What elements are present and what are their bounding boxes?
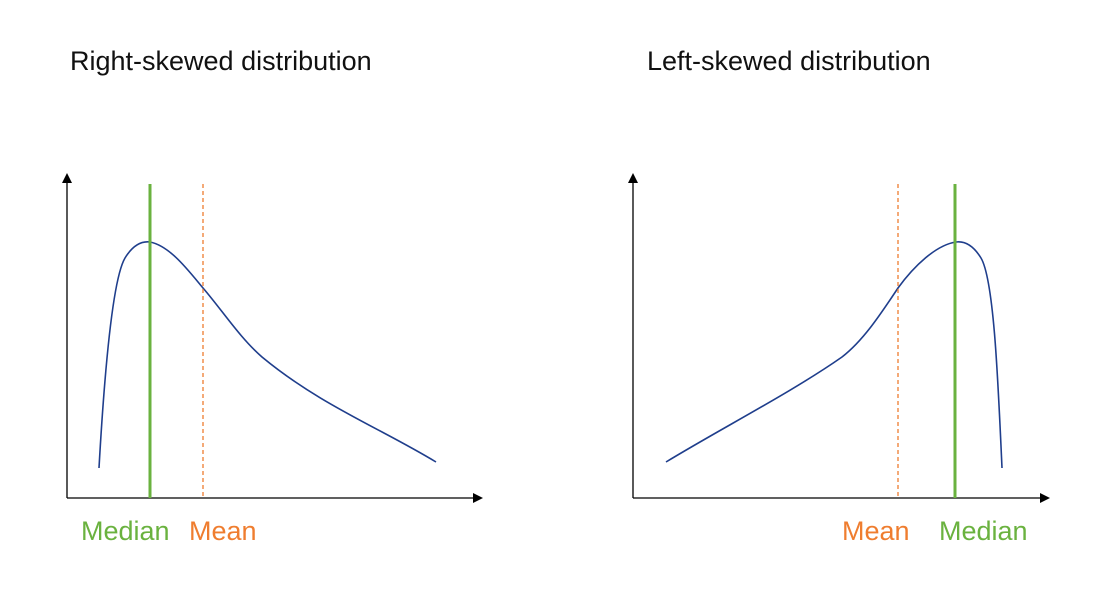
left-skewed-plot: [628, 173, 1050, 503]
median-label: Median: [81, 516, 170, 546]
right-skewed-panel: Right-skewed distribution Median Mean: [62, 46, 483, 546]
mean-label: Mean: [842, 516, 910, 546]
left-skewed-panel: Left-skewed distribution Mean Median: [552, 0, 1104, 595]
median-label: Median: [939, 516, 1028, 546]
distribution-curve: [665, 241, 1003, 469]
mean-label: Mean: [189, 516, 257, 546]
right-skewed-plot: [62, 173, 483, 503]
panel-title: Left-skewed distribution: [647, 46, 931, 76]
distribution-curve: [98, 241, 437, 469]
panel-title: Right-skewed distribution: [70, 46, 372, 76]
